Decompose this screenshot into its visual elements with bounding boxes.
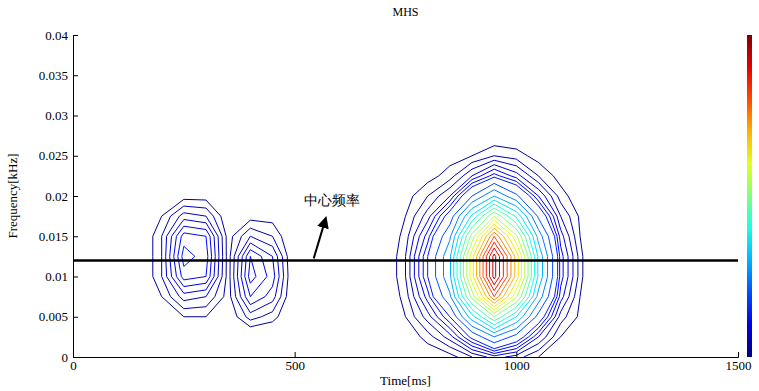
y-axis-line	[74, 36, 79, 358]
contour-line	[490, 248, 500, 285]
y-tick-label: 0.015	[39, 229, 68, 244]
y-tick: 0.03	[45, 108, 78, 123]
y-tick-mark	[73, 156, 78, 157]
y-tick-label: 0.04	[45, 28, 68, 43]
contour-line	[460, 208, 531, 321]
y-tick: 0.025	[39, 148, 78, 163]
y-tick-mark	[73, 116, 78, 117]
annotation: 中心频率	[304, 192, 360, 208]
x-tick: 500	[285, 352, 305, 373]
contour-line	[182, 177, 558, 349]
colorbar	[747, 35, 752, 357]
chart: 0 500 1000 1500 0 0.005 0.01 0.015 0.02 0.025 0.03…	[0, 0, 759, 391]
contour-line	[483, 236, 507, 296]
x-tick-label: 1000	[504, 358, 530, 373]
y-tick-label: 0	[62, 350, 69, 365]
contour-line	[153, 146, 583, 357]
x-tick-label: 0	[70, 358, 77, 373]
y-tick: 0.035	[39, 68, 78, 83]
contour-line	[486, 242, 503, 291]
contour-line	[464, 212, 529, 317]
x-tick-mark	[516, 352, 517, 357]
y-tick-label: 0.03	[45, 108, 68, 123]
y-tick-mark	[73, 236, 78, 237]
y-tick-label: 0.01	[45, 269, 68, 284]
y-tick-label: 0.005	[39, 309, 68, 324]
contour-line	[480, 232, 511, 300]
contour-line	[450, 196, 542, 333]
x-tick-mark	[738, 352, 739, 357]
contour-line	[467, 216, 525, 313]
y-tick-mark	[73, 317, 78, 318]
y-tick: 0.015	[39, 229, 78, 244]
y-tick-mark	[73, 35, 78, 36]
x-tick-label: 500	[285, 358, 305, 373]
y-tick-label: 0.025	[39, 148, 68, 163]
contour-line	[454, 200, 538, 329]
chart-title: MHS	[392, 5, 418, 19]
annotation-arrow	[314, 218, 326, 258]
y-tick-mark	[73, 277, 78, 278]
contour-line	[470, 220, 522, 310]
y-tick: 0.02	[45, 189, 78, 204]
x-tick: 1000	[504, 352, 530, 373]
center-frequency-line	[73, 259, 738, 262]
y-tick: 0.04	[45, 28, 78, 43]
x-axis-line	[74, 352, 739, 358]
contour-line	[162, 156, 578, 357]
x-axis-title: Time[ms]	[380, 373, 431, 388]
contour-line	[444, 190, 548, 337]
contour-line	[166, 160, 573, 357]
y-tick-mark	[73, 357, 78, 358]
contour-line	[477, 228, 515, 303]
contour-line	[457, 204, 535, 325]
x-tick-label: 1500	[726, 358, 752, 373]
contour-line	[493, 254, 496, 279]
y-axis: 0 0.005 0.01 0.015 0.02 0.025 0.03 0.035 0.04	[39, 28, 78, 365]
y-tick-label: 0.02	[45, 189, 68, 204]
y-tick-mark	[73, 75, 78, 76]
x-axis: 0 500 1000 1500	[70, 352, 751, 373]
contour-line	[178, 174, 560, 351]
y-axis-title: Frequency[kHz]	[5, 153, 20, 238]
contour-line	[473, 224, 518, 307]
x-tick-mark	[295, 352, 296, 357]
y-tick: 0	[62, 350, 79, 365]
y-tick: 0.01	[45, 269, 78, 284]
y-tick-label: 0.035	[39, 68, 68, 83]
y-tick-mark	[73, 196, 78, 197]
y-tick: 0.005	[39, 309, 78, 324]
contour-line	[436, 183, 553, 342]
plot-area	[73, 146, 738, 357]
